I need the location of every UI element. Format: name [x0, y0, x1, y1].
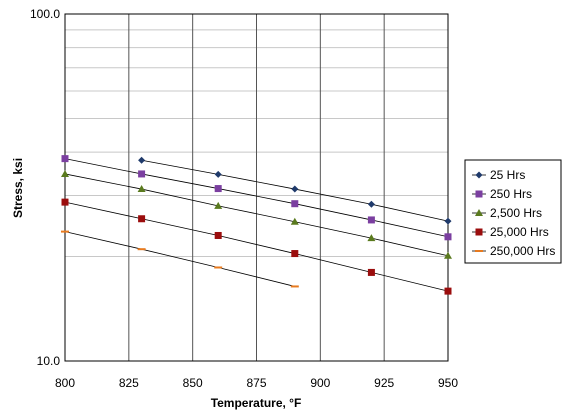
x-tick-label: 925: [374, 376, 394, 390]
data-point: [444, 217, 452, 225]
x-tick-label: 875: [246, 376, 266, 390]
legend-label: 25 Hrs: [490, 168, 525, 182]
data-point: [367, 216, 375, 224]
legend: 25 Hrs 250 Hrs 2,500 Hrs 25,000 Hrs 250,000 …: [464, 159, 562, 264]
legend-label: 25,000 Hrs: [490, 225, 549, 239]
legend-marker: [475, 250, 483, 252]
data-point: [444, 287, 452, 295]
legend-box: [464, 159, 562, 264]
legend-marker: [475, 190, 483, 198]
x-tick-label: 900: [310, 376, 330, 390]
legend-entry: 250 Hrs: [472, 187, 532, 201]
series-line: [64, 201, 449, 292]
legend-entry: 2,500 Hrs: [472, 206, 542, 220]
data-point: [214, 266, 223, 269]
legend-label: 250,000 Hrs: [490, 244, 555, 258]
data-point: [138, 170, 146, 178]
data-point: [290, 217, 299, 225]
data-point: [291, 250, 299, 258]
x-axis-title: Temperature, °F: [211, 396, 302, 410]
series-2: [61, 155, 452, 241]
y-tick-labels: 10.0 100.0: [30, 7, 60, 368]
legend-marker: [475, 209, 483, 216]
data-point: [138, 156, 146, 164]
legend-label: 250 Hrs: [490, 187, 532, 201]
legend-entry: 250,000 Hrs: [472, 244, 555, 258]
legend-label: 2,500 Hrs: [490, 206, 542, 220]
data-point: [291, 200, 299, 208]
data-point: [367, 200, 375, 208]
data-point: [214, 231, 222, 239]
data-point: [290, 285, 299, 288]
series-3: [61, 169, 452, 259]
data-point: [137, 185, 146, 193]
series-line: [64, 231, 295, 287]
legend-entry: 25 Hrs: [472, 168, 525, 182]
y-axis-title: Stress, ksi: [11, 158, 25, 218]
legend-entry: 25,000 Hrs: [472, 225, 549, 239]
data-point: [367, 268, 375, 276]
data-point: [214, 201, 223, 209]
series-line: [64, 173, 449, 257]
series-5: [61, 230, 299, 288]
data-point: [137, 248, 146, 251]
data-point: [61, 198, 69, 206]
data-point: [444, 233, 452, 241]
series-layer: [61, 155, 452, 295]
data-point: [138, 215, 146, 223]
x-tick-label: 800: [55, 376, 75, 390]
major-gridlines: [128, 14, 385, 361]
y-tick-label: 100.0: [30, 7, 60, 21]
legend-marker: [475, 171, 483, 179]
x-tick-label: 825: [119, 376, 139, 390]
series-1: [138, 156, 452, 225]
y-tick-label: 10.0: [37, 354, 61, 368]
series-line: [64, 158, 449, 238]
legend-marker: [475, 228, 483, 236]
data-point: [61, 230, 69, 233]
plot-border: [64, 13, 449, 362]
x-tick-label: 950: [438, 376, 458, 390]
data-point: [214, 170, 222, 178]
x-tick-label: 850: [183, 376, 203, 390]
data-point: [61, 169, 69, 177]
data-point: [291, 185, 299, 193]
x-tick-labels: 800 825 850 875 900 925 950: [55, 376, 458, 390]
data-point: [61, 155, 69, 163]
data-point: [367, 234, 376, 242]
series-4: [61, 198, 452, 295]
data-point: [214, 185, 222, 193]
data-point: [444, 251, 452, 259]
